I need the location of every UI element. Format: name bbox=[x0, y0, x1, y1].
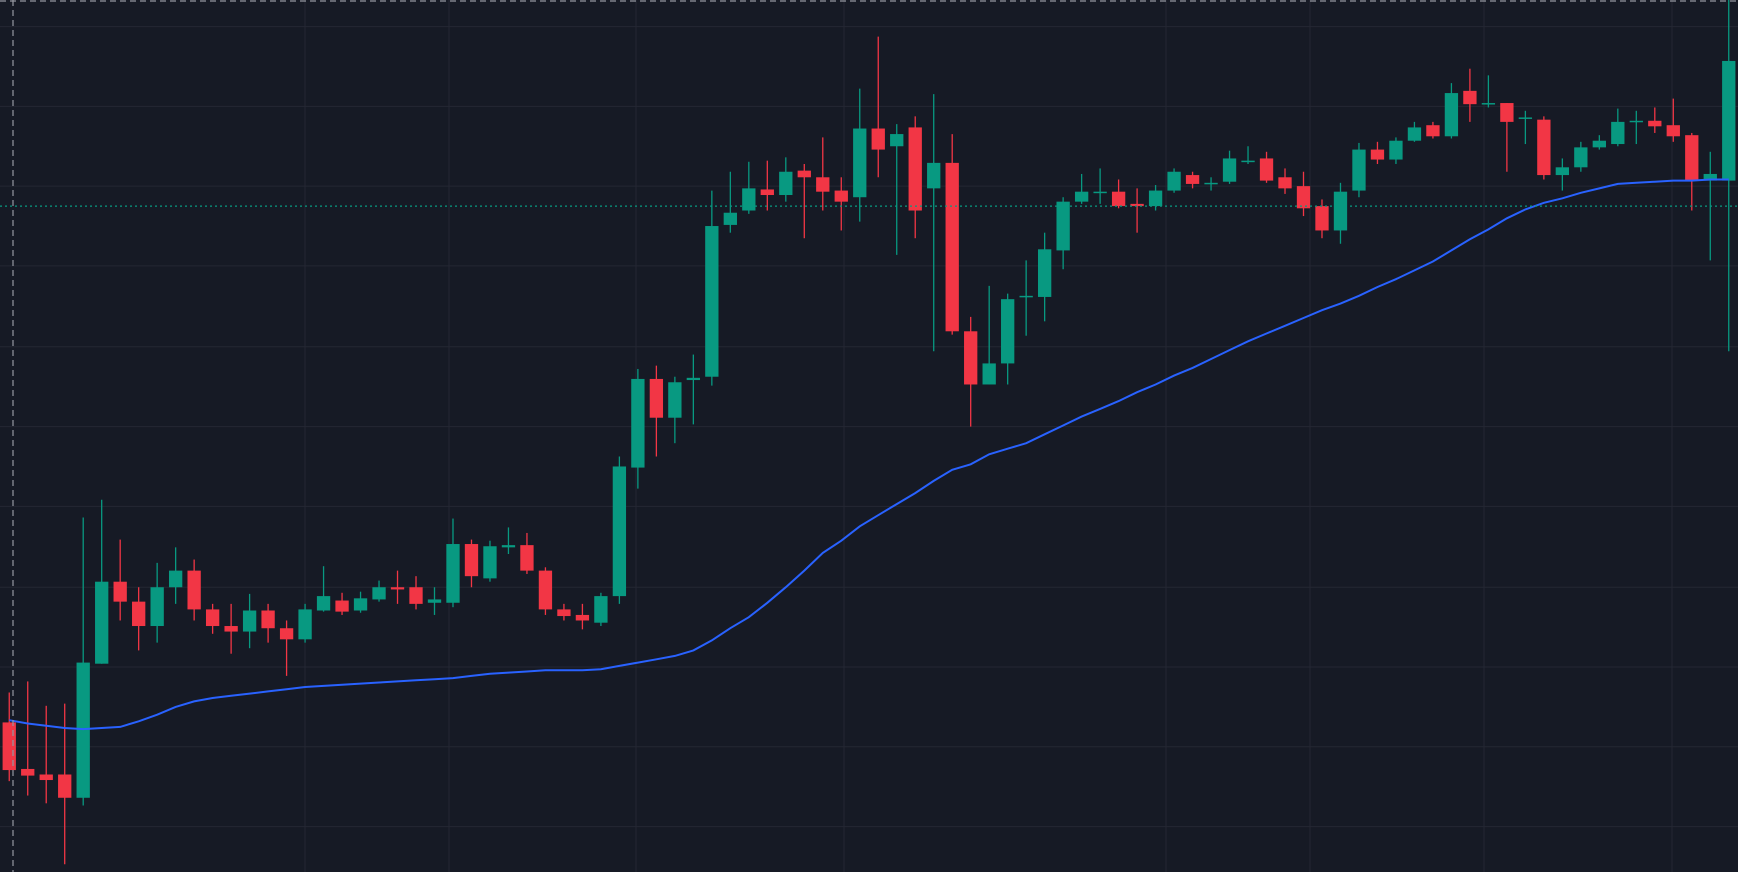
candle-body bbox=[187, 570, 201, 610]
candle-body bbox=[427, 599, 442, 603]
candle-body bbox=[1703, 173, 1717, 181]
candle-body bbox=[1629, 120, 1643, 123]
candle-body bbox=[1722, 60, 1736, 181]
candle-body bbox=[557, 609, 571, 617]
candle-body bbox=[1167, 171, 1181, 191]
candle-body bbox=[1463, 90, 1477, 105]
candle-body bbox=[890, 134, 904, 147]
candle-body bbox=[779, 171, 793, 196]
candle-body bbox=[1592, 140, 1606, 148]
candle-body bbox=[908, 127, 922, 211]
candle-body bbox=[1611, 121, 1625, 145]
candle-body bbox=[612, 466, 627, 597]
candle-body bbox=[538, 570, 553, 610]
candle-body bbox=[335, 600, 349, 612]
candle-body bbox=[1333, 191, 1348, 231]
candle-body bbox=[1426, 125, 1440, 137]
candle-body bbox=[224, 626, 238, 632]
candle-body bbox=[76, 662, 90, 798]
candle-body bbox=[575, 614, 590, 621]
candle-body bbox=[446, 544, 460, 603]
candle-body bbox=[1685, 135, 1699, 181]
candle-body bbox=[1241, 160, 1255, 163]
candle-body bbox=[723, 212, 737, 225]
candle-body bbox=[649, 378, 664, 418]
candle-body bbox=[279, 628, 294, 640]
candle-body bbox=[205, 609, 220, 627]
candle-body bbox=[1555, 167, 1570, 176]
candle-body bbox=[1574, 147, 1588, 168]
candle-body bbox=[964, 331, 978, 385]
candle-body bbox=[1148, 190, 1163, 207]
candle-body bbox=[1407, 127, 1422, 141]
candle-body bbox=[316, 596, 331, 611]
candle-body bbox=[1278, 177, 1292, 189]
candle-body bbox=[2, 722, 16, 771]
candle-body bbox=[1037, 249, 1052, 297]
candle-body bbox=[1001, 299, 1015, 364]
candle-body bbox=[95, 581, 109, 664]
candle-body bbox=[150, 587, 164, 627]
candle-body bbox=[168, 570, 183, 588]
candle-body bbox=[1056, 201, 1070, 251]
candle-body bbox=[686, 377, 701, 381]
candle-body bbox=[1185, 175, 1200, 184]
candle-body bbox=[853, 128, 867, 198]
candle-body bbox=[1481, 103, 1496, 105]
candle-body bbox=[353, 598, 368, 611]
candle-body bbox=[1130, 203, 1144, 207]
candle-body bbox=[982, 363, 996, 385]
candle-body bbox=[1370, 149, 1385, 160]
candle-body bbox=[520, 545, 534, 571]
candle-body bbox=[58, 774, 72, 798]
candle-body bbox=[1666, 125, 1680, 137]
candle-body bbox=[1111, 191, 1126, 207]
candle-body bbox=[501, 545, 516, 548]
moving-average-line bbox=[9, 178, 1729, 731]
candle-body bbox=[1222, 158, 1237, 182]
candle-body bbox=[242, 610, 257, 632]
candle-body bbox=[1204, 182, 1218, 185]
candle-body bbox=[705, 226, 719, 377]
candle-body bbox=[1648, 120, 1662, 127]
candle-body bbox=[797, 170, 811, 178]
candle-body bbox=[1500, 103, 1514, 122]
candle-body bbox=[113, 581, 127, 602]
candle-body bbox=[871, 128, 885, 150]
candle-body bbox=[132, 601, 146, 627]
candle-body bbox=[1019, 295, 1033, 298]
candle-body bbox=[483, 546, 497, 579]
candle-body bbox=[464, 544, 479, 577]
candle-body bbox=[668, 382, 682, 418]
candle-body bbox=[816, 177, 830, 192]
candle-body bbox=[945, 162, 959, 332]
candle-body bbox=[1296, 186, 1311, 209]
candle-body bbox=[1444, 93, 1459, 137]
candle-body bbox=[834, 190, 848, 202]
candle-body bbox=[298, 609, 312, 640]
candle-body bbox=[742, 188, 756, 211]
candle-body bbox=[21, 768, 35, 776]
candle-body bbox=[760, 189, 774, 196]
candle-body bbox=[1074, 191, 1089, 202]
candle-body bbox=[1315, 206, 1329, 231]
candle-body bbox=[1537, 119, 1551, 176]
candle-body bbox=[1518, 117, 1533, 119]
candle-body bbox=[1389, 140, 1403, 160]
candle-body bbox=[1352, 149, 1366, 191]
candle-body bbox=[594, 596, 608, 623]
candle-body bbox=[261, 610, 275, 629]
candle-body bbox=[372, 587, 386, 600]
candle-body bbox=[1259, 158, 1274, 181]
candle-body bbox=[39, 774, 53, 781]
candle-body bbox=[390, 587, 405, 590]
candle-body bbox=[631, 378, 645, 468]
candle-body bbox=[409, 587, 423, 604]
candle-body bbox=[927, 162, 941, 189]
candle-body bbox=[1093, 191, 1107, 194]
